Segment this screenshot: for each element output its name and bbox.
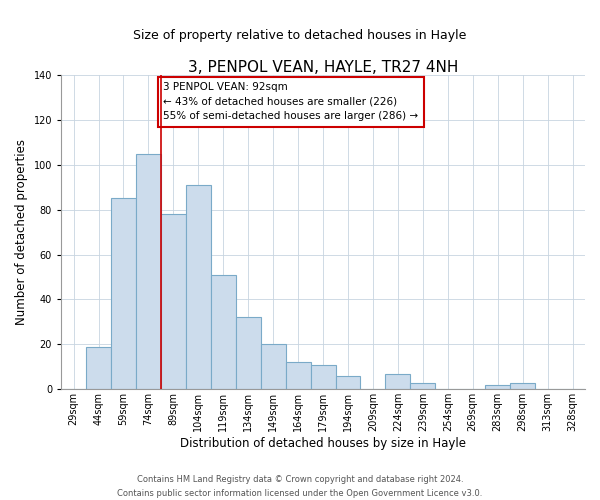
Bar (86, 346, 111, 390)
Text: 3 PENPOL VEAN: 92sqm
← 43% of detached houses are smaller (226)
55% of semi-deta: 3 PENPOL VEAN: 92sqm ← 43% of detached h… (163, 82, 418, 122)
Bar (186, 185, 211, 390)
Bar (335, 376, 361, 390)
Bar (311, 364, 335, 390)
Bar (236, 318, 260, 390)
Bar (385, 374, 410, 390)
Bar (211, 275, 236, 390)
Bar (111, 198, 136, 390)
Bar (410, 382, 436, 390)
Bar (510, 382, 535, 390)
Bar (161, 214, 186, 390)
Bar (485, 385, 510, 390)
Bar (136, 154, 161, 390)
Title: 3, PENPOL VEAN, HAYLE, TR27 4NH: 3, PENPOL VEAN, HAYLE, TR27 4NH (188, 60, 458, 75)
Text: Contains HM Land Registry data © Crown copyright and database right 2024.
Contai: Contains HM Land Registry data © Crown c… (118, 476, 482, 498)
Bar (286, 362, 311, 390)
Y-axis label: Number of detached properties: Number of detached properties (15, 139, 28, 325)
Text: Size of property relative to detached houses in Hayle: Size of property relative to detached ho… (133, 30, 467, 43)
Bar (260, 344, 286, 390)
X-axis label: Distribution of detached houses by size in Hayle: Distribution of detached houses by size … (180, 437, 466, 450)
